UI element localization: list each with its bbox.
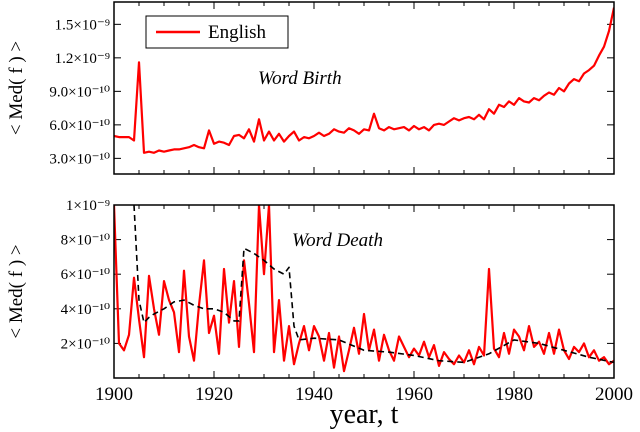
top-series <box>114 7 614 154</box>
legend: English <box>145 15 289 49</box>
x-tick-label: 1960 <box>395 384 433 405</box>
top-y-axis-label: < Med( f ) > <box>6 41 27 135</box>
word-birth-annotation: Word Birth <box>258 68 342 89</box>
legend-label-english: English <box>208 22 267 43</box>
x-tick-label: 2000 <box>595 384 633 405</box>
series-line-dashed-bot <box>133 205 614 364</box>
bottom-y-axis-label: < Med( f ) > <box>6 244 27 338</box>
y-tick-label: 1.2×10⁻⁹ <box>55 51 110 67</box>
y-tick-label: 8×10⁻¹⁰ <box>61 233 110 249</box>
bottom-y-tick-labels: 2×10⁻¹⁰ 4×10⁻¹⁰ 6×10⁻¹⁰ 8×10⁻¹⁰ 1×10⁻⁹ <box>61 198 110 352</box>
bottom-plot-frame <box>113 204 615 379</box>
y-tick-label: 1×10⁻⁹ <box>66 198 110 214</box>
series-line-english-bot <box>114 205 614 373</box>
y-tick-label: 6×10⁻¹⁰ <box>61 267 110 283</box>
x-tick-labels: 1900 1920 1940 1960 1980 2000 <box>95 384 633 405</box>
series-line-english-top <box>114 7 614 154</box>
y-tick-label: 3.0×10⁻¹⁰ <box>49 151 110 167</box>
y-tick-label: 1.5×10⁻⁹ <box>55 17 110 33</box>
x-axis-label: year, t <box>330 399 399 430</box>
panel-word-death: 2×10⁻¹⁰4×10⁻¹⁰6×10⁻¹⁰8×10⁻¹⁰1×10⁻⁹ 1900 1… <box>6 198 633 430</box>
y-tick-label: 4×10⁻¹⁰ <box>61 302 110 318</box>
top-plot-frame <box>113 1 615 175</box>
top-y-tick-labels: 3.0×10⁻¹⁰ 6.0×10⁻¹⁰ 9.0×10⁻¹⁰ 1.2×10⁻⁹ 1.5×1… <box>49 17 110 167</box>
panel-word-birth: 3.0×10⁻¹⁰ 6.0×10⁻¹⁰ 9.0×10⁻¹⁰ 1.2×10⁻⁹ 1.5×1… <box>6 1 615 175</box>
x-tick-label: 1980 <box>495 384 533 405</box>
y-tick-label: 2×10⁻¹⁰ <box>61 336 110 352</box>
x-tick-label: 1900 <box>95 384 133 405</box>
x-tick-label: 1940 <box>295 384 333 405</box>
y-tick-label: 6.0×10⁻¹⁰ <box>49 118 110 134</box>
y-tick-label: 9.0×10⁻¹⁰ <box>49 84 110 100</box>
word-death-annotation: Word Death <box>292 230 383 251</box>
bottom-series <box>114 205 614 373</box>
x-tick-label: 1920 <box>195 384 233 405</box>
